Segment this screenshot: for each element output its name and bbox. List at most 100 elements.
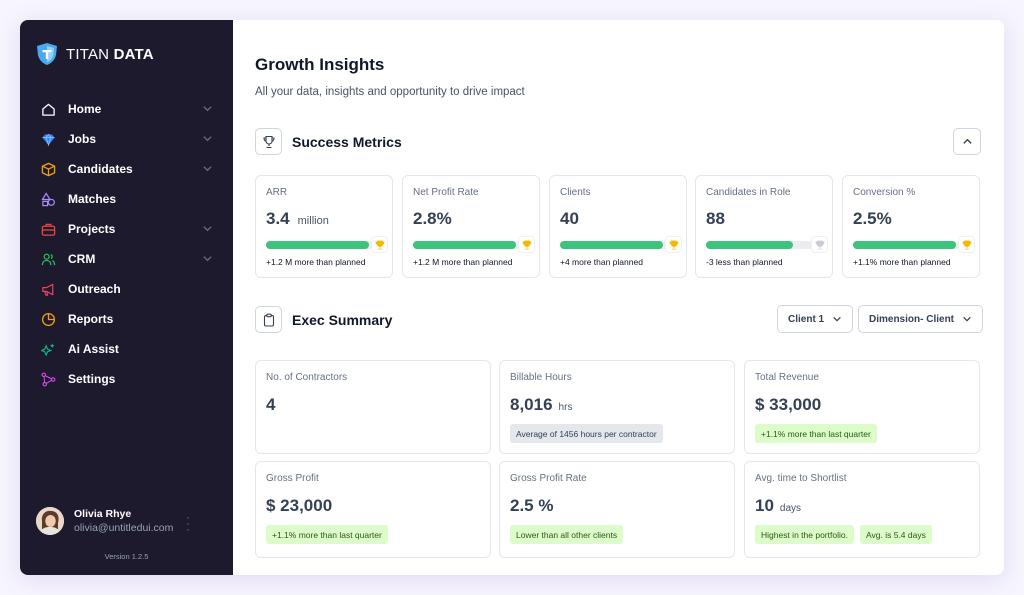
brand-logo[interactable]: TITAN DATA xyxy=(36,42,154,66)
summary-label: No. of Contractors xyxy=(266,372,348,383)
metric-number: 40 xyxy=(560,209,579,228)
metric-card[interactable]: Conversion % 2.5% +1.1% more than planned xyxy=(842,175,980,278)
sidebar-item-matches[interactable]: Matches xyxy=(20,184,233,214)
metric-label: Clients xyxy=(560,187,591,198)
progress-fill xyxy=(560,241,663,249)
sidebar: TITAN DATA Home Jobs Cand xyxy=(20,20,233,575)
home-icon xyxy=(40,101,56,117)
diamond-icon xyxy=(40,131,56,147)
avatar[interactable] xyxy=(36,507,64,535)
sidebar-item-home[interactable]: Home xyxy=(20,94,233,124)
metric-card[interactable]: Candidates in Role 88 -3 less than planned xyxy=(695,175,833,278)
chevron-down-icon[interactable] xyxy=(202,253,213,264)
metric-value: 40 xyxy=(560,209,579,229)
sidebar-item-label: Jobs xyxy=(68,132,97,146)
metric-number: 3.4 xyxy=(266,209,290,228)
nodes-icon xyxy=(40,371,56,387)
chevron-down-icon[interactable] xyxy=(202,103,213,114)
metric-label: Net Profit Rate xyxy=(413,187,479,198)
sidebar-nav: Home Jobs Candidates xyxy=(20,94,233,394)
summary-value: 8,016 hrs xyxy=(510,395,572,415)
metric-card[interactable]: ARR 3.4 million +1.2 M more than planned xyxy=(255,175,393,278)
sidebar-item-candidates[interactable]: Candidates xyxy=(20,154,233,184)
summary-value: 4 xyxy=(266,395,275,415)
progress-fill xyxy=(266,241,369,249)
status-badge: Lower than all other clients xyxy=(510,525,624,544)
progress-bar xyxy=(853,237,974,252)
chevron-down-icon[interactable] xyxy=(202,133,213,144)
trophy-icon xyxy=(812,237,827,252)
metric-number: 2.5% xyxy=(853,209,892,228)
metric-card[interactable]: Net Profit Rate 2.8% +1.2 M more than plan… xyxy=(402,175,540,278)
sidebar-item-projects[interactable]: Projects xyxy=(20,214,233,244)
version-label: Version 1.2.5 xyxy=(104,552,149,561)
metric-label: Candidates in Role xyxy=(706,187,791,198)
megaphone-icon xyxy=(40,281,56,297)
trophy-icon xyxy=(372,237,387,252)
sidebar-item-crm[interactable]: CRM xyxy=(20,244,233,274)
exec-summary-header: Exec Summary xyxy=(255,306,392,333)
metric-number: 2.8% xyxy=(413,209,452,228)
trophy-icon xyxy=(959,237,974,252)
app-window: TITAN DATA Home Jobs Cand xyxy=(20,20,1004,575)
summary-number: 2.5 % xyxy=(510,496,554,515)
sparkle-icon xyxy=(40,341,56,357)
brand-name-bold: DATA xyxy=(113,45,154,63)
brand-name-light: TITAN xyxy=(66,45,110,63)
summary-value: 10 days xyxy=(755,496,801,516)
trophy-icon xyxy=(255,128,282,155)
progress-bar xyxy=(413,237,534,252)
summary-number: 4 xyxy=(266,395,276,414)
summary-card[interactable]: Gross Profit Rate 2.5 % Lower than all oth… xyxy=(499,461,735,558)
success-metrics-header: Success Metrics xyxy=(255,128,402,155)
more-vertical-icon[interactable]: · · · xyxy=(186,510,190,536)
metric-card[interactable]: Clients 40 +4 more than planned xyxy=(549,175,687,278)
dimension-select[interactable]: Dimension- Client xyxy=(858,305,984,333)
chevron-down-icon[interactable] xyxy=(202,223,213,234)
pie-chart-icon xyxy=(40,311,56,327)
chevron-down-icon[interactable] xyxy=(202,163,213,174)
summary-card[interactable]: Billable Hours 8,016 hrs Average of 1456 ho… xyxy=(499,360,735,454)
summary-card[interactable]: Gross Profit $ 23,000 +1.1% more than last… xyxy=(255,461,491,558)
page-title: Growth Insights xyxy=(255,55,385,74)
sidebar-item-ai-assist[interactable]: Ai Assist xyxy=(20,334,233,364)
chevron-down-icon xyxy=(833,316,841,322)
shield-logo-icon xyxy=(37,43,57,65)
sidebar-item-label: Projects xyxy=(68,222,116,236)
chevron-up-icon xyxy=(962,138,972,144)
metric-value: 2.5% xyxy=(853,209,892,229)
section-title: Success Metrics xyxy=(292,133,402,150)
metric-note: +4 more than planned xyxy=(560,257,643,267)
summary-value: $ 33,000 xyxy=(755,395,821,415)
main-content: Growth Insights All your data, insights … xyxy=(233,20,1004,575)
summary-label: Billable Hours xyxy=(510,372,572,383)
summary-card[interactable]: Total Revenue $ 33,000 +1.1% more than las… xyxy=(744,360,980,454)
summary-card[interactable]: Avg. time to Shortlist 10 days Highest in t… xyxy=(744,461,980,558)
metric-value: 2.8% xyxy=(413,209,452,229)
user-name: Olivia Rhye xyxy=(74,508,132,520)
section-title: Exec Summary xyxy=(292,311,393,328)
sidebar-item-label: Home xyxy=(68,102,102,116)
brand-name: TITAN DATA xyxy=(66,46,154,63)
summary-card[interactable]: No. of Contractors 4 xyxy=(255,360,491,454)
summary-unit: hrs xyxy=(558,402,573,413)
collapse-button[interactable] xyxy=(953,128,981,155)
metric-label: Conversion % xyxy=(853,187,916,198)
summary-number: 10 xyxy=(755,496,774,515)
metric-note: +1.2 M more than planned xyxy=(266,257,366,267)
sidebar-item-reports[interactable]: Reports xyxy=(20,304,233,334)
sidebar-item-settings[interactable]: Settings xyxy=(20,364,233,394)
sidebar-item-label: Matches xyxy=(68,192,117,206)
metric-value: 3.4 million xyxy=(266,209,329,229)
progress-fill xyxy=(413,241,516,249)
sidebar-item-outreach[interactable]: Outreach xyxy=(20,274,233,304)
sidebar-item-jobs[interactable]: Jobs xyxy=(20,124,233,154)
sidebar-item-label: Candidates xyxy=(68,162,133,176)
summary-number: $ 33,000 xyxy=(755,395,822,414)
user-profile[interactable]: Olivia Rhye olivia@untitledui.com xyxy=(36,507,173,535)
client-select[interactable]: Client 1 xyxy=(777,305,854,333)
summary-value: 2.5 % xyxy=(510,496,553,516)
shapes-icon xyxy=(40,191,56,207)
summary-value: $ 23,000 xyxy=(266,496,332,516)
progress-bar xyxy=(560,237,681,252)
